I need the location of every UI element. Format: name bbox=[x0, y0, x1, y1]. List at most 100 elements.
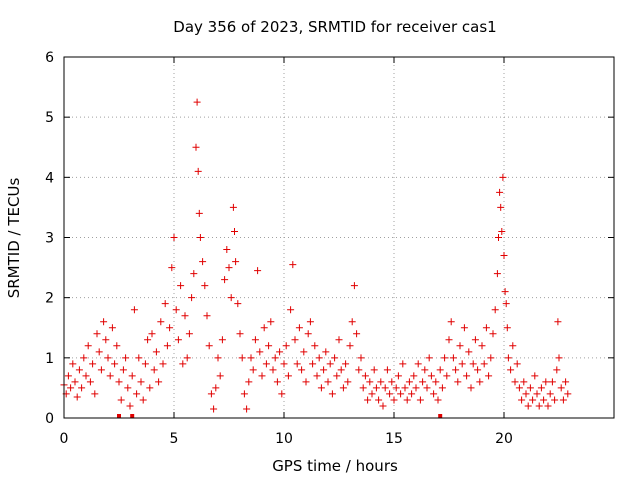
data-points bbox=[60, 98, 572, 418]
data-point bbox=[194, 167, 202, 175]
data-point bbox=[447, 318, 455, 326]
data-point bbox=[454, 378, 462, 386]
data-point bbox=[232, 258, 240, 266]
data-point bbox=[364, 396, 372, 404]
data-point bbox=[423, 384, 431, 392]
data-point bbox=[304, 330, 312, 338]
data-point bbox=[388, 378, 396, 386]
data-point bbox=[326, 360, 334, 368]
data-point bbox=[419, 378, 427, 386]
data-point bbox=[513, 360, 521, 368]
y-tick-label: 4 bbox=[45, 170, 54, 186]
data-point bbox=[487, 354, 495, 362]
data-point bbox=[309, 360, 317, 368]
data-point bbox=[111, 360, 119, 368]
data-point bbox=[102, 336, 110, 344]
data-point bbox=[427, 372, 435, 380]
data-point bbox=[273, 378, 281, 386]
data-point bbox=[564, 390, 572, 398]
data-point bbox=[324, 378, 332, 386]
data-point bbox=[370, 366, 378, 374]
data-point bbox=[328, 390, 336, 398]
data-point bbox=[67, 384, 75, 392]
data-point bbox=[139, 396, 147, 404]
data-point bbox=[146, 384, 154, 392]
gap-marker bbox=[117, 414, 121, 418]
data-point bbox=[434, 396, 442, 404]
data-point bbox=[291, 336, 299, 344]
data-point bbox=[313, 372, 321, 380]
data-point bbox=[100, 318, 108, 326]
data-point bbox=[124, 384, 132, 392]
data-point bbox=[225, 264, 233, 272]
data-point bbox=[152, 348, 160, 356]
data-point bbox=[368, 390, 376, 398]
y-tick-label: 3 bbox=[45, 231, 54, 247]
data-point bbox=[471, 336, 479, 344]
data-point bbox=[495, 234, 502, 241]
data-point bbox=[474, 366, 482, 374]
data-point bbox=[480, 360, 488, 368]
data-point bbox=[193, 98, 201, 106]
data-point bbox=[295, 324, 303, 332]
data-point bbox=[503, 324, 511, 332]
data-point bbox=[436, 366, 444, 374]
data-point bbox=[421, 366, 429, 374]
data-point bbox=[293, 360, 301, 368]
data-point bbox=[353, 330, 361, 338]
data-point bbox=[540, 396, 548, 404]
data-point bbox=[238, 354, 246, 362]
data-point bbox=[520, 378, 528, 386]
data-point bbox=[95, 348, 103, 356]
data-point bbox=[254, 267, 262, 275]
data-point bbox=[183, 354, 191, 362]
data-point bbox=[361, 372, 369, 380]
x-tick-label: 5 bbox=[170, 431, 179, 447]
x-tick-label: 10 bbox=[275, 431, 293, 447]
data-point bbox=[498, 227, 506, 235]
data-point bbox=[64, 372, 72, 380]
data-point bbox=[195, 209, 203, 217]
data-point bbox=[78, 384, 86, 392]
data-point bbox=[491, 306, 499, 314]
data-point bbox=[544, 402, 552, 410]
data-point bbox=[348, 318, 356, 326]
y-tick-label: 2 bbox=[45, 291, 54, 307]
data-point bbox=[203, 312, 211, 320]
data-point bbox=[199, 258, 207, 266]
data-point bbox=[463, 372, 471, 380]
axis-ticks: 0 5 10 15 20 0 1 2 3 4 5 6 bbox=[45, 50, 614, 447]
data-point bbox=[445, 336, 453, 344]
data-point bbox=[216, 372, 224, 380]
data-point bbox=[555, 354, 563, 362]
data-point bbox=[135, 354, 143, 362]
data-point bbox=[185, 330, 193, 338]
data-point bbox=[119, 366, 127, 374]
data-point bbox=[247, 354, 255, 362]
data-point bbox=[401, 384, 409, 392]
data-point bbox=[93, 330, 101, 338]
data-point bbox=[231, 227, 238, 235]
data-point bbox=[359, 384, 367, 392]
data-point bbox=[133, 390, 141, 398]
data-point bbox=[518, 396, 526, 404]
data-point bbox=[89, 360, 97, 368]
data-point bbox=[452, 366, 460, 374]
data-point bbox=[465, 348, 473, 356]
data-point bbox=[106, 372, 114, 380]
y-tick-label: 0 bbox=[45, 411, 54, 427]
data-point bbox=[223, 246, 231, 254]
data-point bbox=[515, 384, 523, 392]
data-point bbox=[177, 282, 185, 290]
data-point bbox=[130, 306, 138, 314]
data-point bbox=[240, 390, 248, 398]
data-point bbox=[375, 396, 383, 404]
data-point bbox=[205, 342, 213, 350]
data-point bbox=[155, 378, 163, 386]
data-point bbox=[357, 354, 365, 362]
data-point bbox=[533, 390, 541, 398]
data-point bbox=[342, 360, 350, 368]
data-point bbox=[355, 366, 363, 374]
data-point bbox=[497, 203, 505, 211]
data-point bbox=[80, 354, 88, 362]
